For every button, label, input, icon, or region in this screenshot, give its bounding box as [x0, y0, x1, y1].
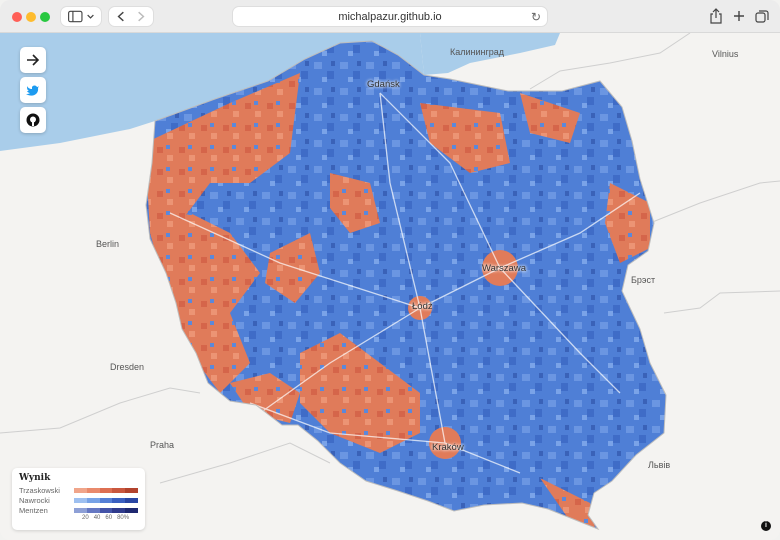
legend-swatch [125, 497, 138, 503]
legend-swatch [99, 507, 113, 513]
share-button[interactable] [20, 47, 46, 73]
twitter-icon [26, 85, 39, 96]
legend-swatch [86, 497, 100, 503]
election-map[interactable]: Gdańsk Калининград Vilnius Berlin Warsza… [0, 32, 780, 540]
info-icon[interactable]: i [761, 521, 771, 531]
github-icon [26, 113, 40, 127]
legend-ticks: 20 40 60 80% [82, 515, 138, 521]
legend-tick: 60 [105, 515, 113, 521]
new-tab-icon[interactable] [733, 8, 745, 24]
navigation-buttons [108, 6, 154, 27]
city-label-lviv: Львів [648, 460, 671, 470]
reload-icon[interactable]: ↻ [530, 10, 541, 24]
share-icon[interactable] [709, 8, 723, 24]
legend-swatch [86, 487, 100, 493]
city-label-lodz: Łódź [412, 301, 433, 312]
legend-swatch [112, 497, 126, 503]
back-icon[interactable] [117, 11, 124, 22]
legend-label: Mentzen [19, 505, 48, 515]
twitter-button[interactable] [20, 77, 46, 103]
legend-tick: 40 [93, 515, 101, 521]
legend-swatch [125, 487, 138, 493]
city-label-dresden: Dresden [110, 362, 145, 372]
zoom-window-button[interactable] [40, 12, 50, 22]
legend-row-mentzen: Mentzen [19, 505, 138, 515]
city-label-vilnius: Vilnius [712, 49, 739, 59]
browser-toolbar: michalpazur.github.io ↻ [0, 0, 780, 33]
poland-choropleth[interactable] [140, 33, 670, 540]
github-button[interactable] [20, 107, 46, 133]
address-bar[interactable]: michalpazur.github.io ↻ [232, 6, 548, 27]
legend-swatch [99, 487, 113, 493]
border-line [159, 442, 331, 484]
city-label-berlin: Berlin [96, 239, 120, 249]
sidebar-icon [68, 10, 94, 23]
city-label-warszawa: Warszawa [482, 263, 526, 274]
legend-title: Wynik [19, 473, 51, 483]
legend-swatch [112, 487, 126, 493]
legend-row-trzaskowski: Trzaskowski [19, 485, 138, 495]
border-line [649, 180, 780, 224]
legend-row-nawrocki: Nawrocki [19, 495, 138, 505]
sea-north [420, 33, 560, 75]
legend-swatch [125, 507, 138, 513]
city-label-praha: Praha [150, 440, 175, 450]
legend-tick: 80% [117, 515, 130, 521]
city-label-brest: Брэст [631, 275, 656, 285]
arrow-right-icon [27, 54, 40, 66]
legend-swatch [86, 507, 100, 513]
legend-swatch [74, 507, 87, 513]
baltic-sea [0, 33, 424, 151]
city-label-krakow: Kraków [432, 442, 464, 453]
url-text: michalpazur.github.io [338, 10, 442, 23]
border-line [0, 387, 201, 434]
legend-swatch [74, 497, 87, 503]
legend-tick: 20 [82, 515, 89, 521]
city-label-gdansk: Gdańsk [367, 79, 400, 90]
forward-icon[interactable] [138, 11, 145, 22]
legend-swatch [74, 487, 87, 493]
border-line [663, 290, 780, 314]
legend-swatch [99, 497, 113, 503]
legend-label: Trzaskowski [19, 485, 60, 495]
poland-border [145, 40, 667, 531]
tabs-overview-icon[interactable] [755, 8, 769, 24]
legend: Wynik Trzaskowski Nawrocki Mentzen 2 [12, 468, 145, 530]
sidebar-toggle-button[interactable] [60, 6, 102, 27]
legend-label: Nawrocki [19, 495, 50, 505]
minimize-window-button[interactable] [26, 12, 36, 22]
map-canvas [0, 32, 780, 540]
legend-swatch [112, 507, 126, 513]
close-window-button[interactable] [12, 12, 22, 22]
border-line [529, 32, 691, 90]
city-label-kaliningrad: Калининград [450, 47, 505, 57]
